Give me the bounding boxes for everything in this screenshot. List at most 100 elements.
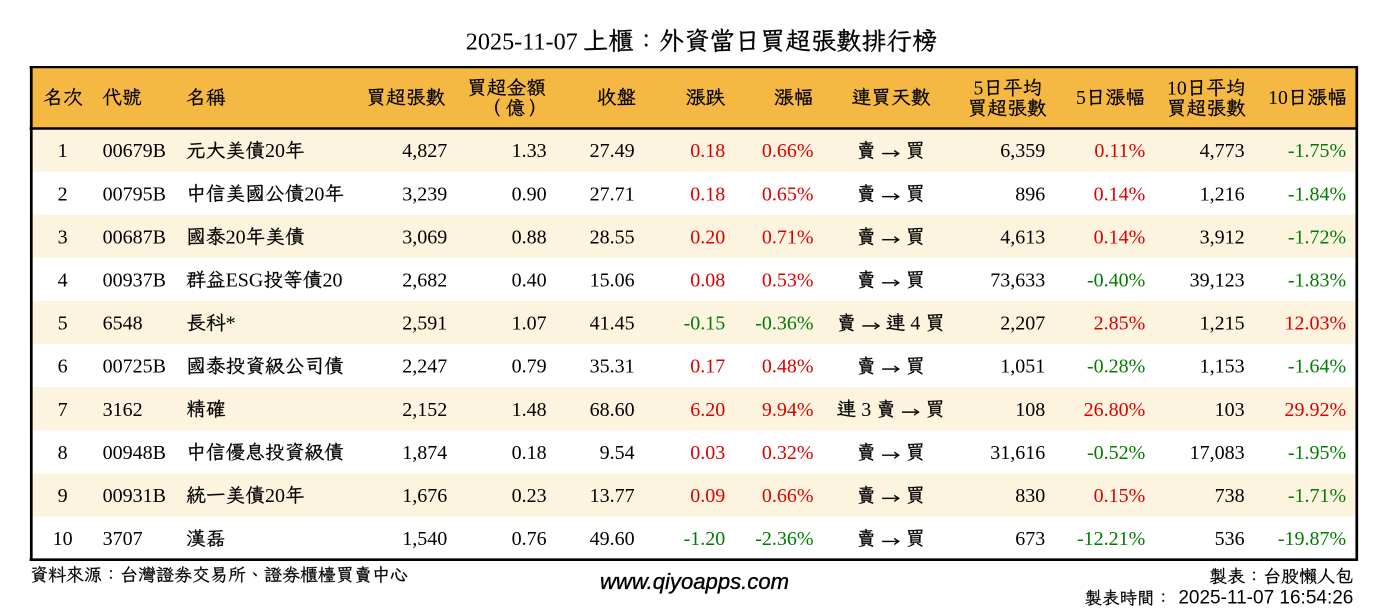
svg-text:0.15%: 0.15% <box>1094 485 1146 507</box>
svg-text:3,069: 3,069 <box>402 226 447 248</box>
svg-text:-0.40%: -0.40% <box>1087 270 1145 292</box>
svg-text:15.06: 15.06 <box>590 270 635 292</box>
svg-text:10: 10 <box>1167 77 1187 99</box>
svg-text:4,773: 4,773 <box>1200 140 1245 162</box>
svg-text:41.45: 41.45 <box>590 313 635 335</box>
svg-text:0.20: 0.20 <box>690 226 725 248</box>
svg-text:1,874: 1,874 <box>402 442 447 464</box>
svg-text:108: 108 <box>1015 399 1045 421</box>
svg-text:0.53%: 0.53% <box>762 270 814 292</box>
svg-text:39,123: 39,123 <box>1190 270 1245 292</box>
svg-text:1,540: 1,540 <box>402 528 447 550</box>
svg-text:28.55: 28.55 <box>590 226 635 248</box>
svg-text:-1.20: -1.20 <box>684 528 726 550</box>
svg-text:1,051: 1,051 <box>1000 356 1045 378</box>
svg-text:-0.15: -0.15 <box>684 313 726 335</box>
svg-text:738: 738 <box>1215 485 1245 507</box>
svg-text:-19.87%: -19.87% <box>1278 528 1346 550</box>
svg-text:6548: 6548 <box>103 313 143 335</box>
svg-text:00948B: 00948B <box>103 442 166 464</box>
svg-text:0.71%: 0.71% <box>762 226 814 248</box>
svg-text:3: 3 <box>861 399 871 421</box>
svg-text:-2.36%: -2.36% <box>755 528 813 550</box>
svg-text:0.14%: 0.14% <box>1094 183 1146 205</box>
svg-text:3,912: 3,912 <box>1200 226 1245 248</box>
svg-text:00937B: 00937B <box>103 270 166 292</box>
svg-text:536: 536 <box>1215 528 1245 550</box>
svg-text:49.60: 49.60 <box>590 528 635 550</box>
svg-text:-1.72%: -1.72% <box>1288 226 1346 248</box>
svg-text:1.48: 1.48 <box>512 399 547 421</box>
svg-text:31,616: 31,616 <box>990 442 1045 464</box>
svg-text:0.18: 0.18 <box>690 140 725 162</box>
svg-text:2: 2 <box>58 183 68 205</box>
svg-text:00687B: 00687B <box>103 226 166 248</box>
svg-text:0.66%: 0.66% <box>762 140 814 162</box>
svg-text:20: 20 <box>265 140 285 162</box>
svg-text:103: 103 <box>1215 399 1245 421</box>
svg-text:26.80%: 26.80% <box>1084 399 1146 421</box>
svg-text:3: 3 <box>58 226 68 248</box>
svg-text:9: 9 <box>58 485 68 507</box>
svg-text:*: * <box>226 313 236 335</box>
svg-text:3,239: 3,239 <box>402 183 447 205</box>
svg-text:0.32%: 0.32% <box>762 442 814 464</box>
svg-text:9.54: 9.54 <box>600 442 635 464</box>
svg-text:0.76: 0.76 <box>512 528 547 550</box>
svg-text:www.qiyoapps.com: www.qiyoapps.com <box>600 569 789 594</box>
svg-text:35.31: 35.31 <box>590 356 635 378</box>
svg-text:-0.36%: -0.36% <box>755 313 813 335</box>
svg-text:20: 20 <box>265 485 285 507</box>
svg-text:2.85%: 2.85% <box>1094 313 1146 335</box>
svg-text:0.88: 0.88 <box>512 226 547 248</box>
svg-text:10: 10 <box>1268 87 1288 109</box>
svg-text:1,153: 1,153 <box>1200 356 1245 378</box>
svg-text:0.90: 0.90 <box>512 183 547 205</box>
svg-text:4,613: 4,613 <box>1000 226 1045 248</box>
svg-text:0.14%: 0.14% <box>1094 226 1146 248</box>
svg-text:0.11%: 0.11% <box>1094 140 1145 162</box>
svg-text:29.92%: 29.92% <box>1285 399 1347 421</box>
svg-text:673: 673 <box>1015 528 1045 550</box>
svg-text:1,676: 1,676 <box>402 485 447 507</box>
svg-text:0.79: 0.79 <box>512 356 547 378</box>
svg-text:27.71: 27.71 <box>590 183 635 205</box>
svg-text:10: 10 <box>53 528 73 550</box>
svg-text:00679B: 00679B <box>103 140 166 162</box>
svg-text:3707: 3707 <box>103 528 143 550</box>
svg-text:1.07: 1.07 <box>512 313 547 335</box>
svg-text:20: 20 <box>304 183 324 205</box>
svg-text:0.48%: 0.48% <box>762 356 814 378</box>
svg-text:2,152: 2,152 <box>402 399 447 421</box>
svg-text:1,216: 1,216 <box>1200 183 1245 205</box>
svg-text:0.17: 0.17 <box>690 356 725 378</box>
svg-text:0.09: 0.09 <box>690 485 725 507</box>
svg-text:1,215: 1,215 <box>1200 313 1245 335</box>
svg-text:8: 8 <box>58 442 68 464</box>
svg-text:5: 5 <box>58 313 68 335</box>
svg-text:-0.28%: -0.28% <box>1087 356 1145 378</box>
svg-text:1.33: 1.33 <box>512 140 547 162</box>
svg-text:1: 1 <box>58 140 68 162</box>
svg-text:6,359: 6,359 <box>1000 140 1045 162</box>
svg-text:00795B: 00795B <box>103 183 166 205</box>
svg-text:830: 830 <box>1015 485 1045 507</box>
svg-text:ESG: ESG <box>226 270 264 292</box>
svg-text:4: 4 <box>58 270 68 292</box>
svg-text:0.03: 0.03 <box>690 442 725 464</box>
svg-text:0.65%: 0.65% <box>762 183 814 205</box>
svg-text:5: 5 <box>1076 87 1086 109</box>
svg-text:7: 7 <box>58 399 68 421</box>
svg-text:4: 4 <box>910 313 920 335</box>
svg-text:-12.21%: -12.21% <box>1077 528 1145 550</box>
svg-text:0.08: 0.08 <box>690 270 725 292</box>
svg-text:-1.71%: -1.71% <box>1288 485 1346 507</box>
svg-text:896: 896 <box>1015 183 1045 205</box>
svg-text:00725B: 00725B <box>103 356 166 378</box>
svg-text:20: 20 <box>323 270 343 292</box>
svg-text:12.03%: 12.03% <box>1285 313 1347 335</box>
svg-text:3162: 3162 <box>103 399 143 421</box>
svg-text:2025-11-07 16:54:26: 2025-11-07 16:54:26 <box>1178 587 1353 608</box>
svg-text:6: 6 <box>58 356 68 378</box>
svg-text:0.40: 0.40 <box>512 270 547 292</box>
